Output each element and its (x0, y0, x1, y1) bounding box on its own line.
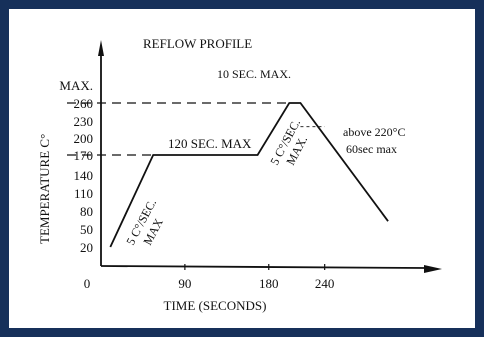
ann-10sec-label: 10 SEC. MAX. (217, 67, 291, 81)
y-tick-label: 50 (80, 222, 93, 237)
x-tick-labels: 0 90 180 240 (84, 264, 335, 291)
x-tick-label: 180 (259, 276, 279, 291)
x-axis (100, 265, 427, 269)
x-axis-arrow (424, 265, 442, 273)
y-tick-label: 80 (80, 204, 93, 219)
reference-lines (67, 102, 325, 156)
y-tick-label: MAX. (59, 78, 93, 93)
reflow-profile-line (109, 102, 389, 248)
ann-120sec-label: 120 SEC. MAX (168, 136, 252, 151)
y-tick-label: 20 (80, 240, 93, 255)
reflow-chart: REFLOW PROFILE TEMPERATURE C° TIME (SECO… (37, 36, 442, 313)
x-tick-label: 240 (315, 276, 335, 291)
y-tick-label: 200 (74, 131, 94, 146)
y-tick-label: 140 (74, 168, 94, 183)
annotations: 120 SEC. MAX 10 SEC. MAX. above 220°C 60sec… (123, 67, 405, 247)
ann-above220-label: above 220°C (343, 125, 405, 139)
x-tick-label: 0 (84, 276, 91, 291)
y-tick-label: 230 (74, 114, 94, 129)
x-axis-label: TIME (SECONDS) (164, 298, 267, 313)
y-tick-label: 110 (74, 186, 93, 201)
y-axis-label: TEMPERATURE C° (37, 134, 52, 244)
x-tick-label: 90 (178, 276, 191, 291)
ann-60sec-label: 60sec max (346, 142, 397, 156)
y-axis-arrow (98, 40, 104, 56)
chart-title: REFLOW PROFILE (143, 36, 252, 51)
